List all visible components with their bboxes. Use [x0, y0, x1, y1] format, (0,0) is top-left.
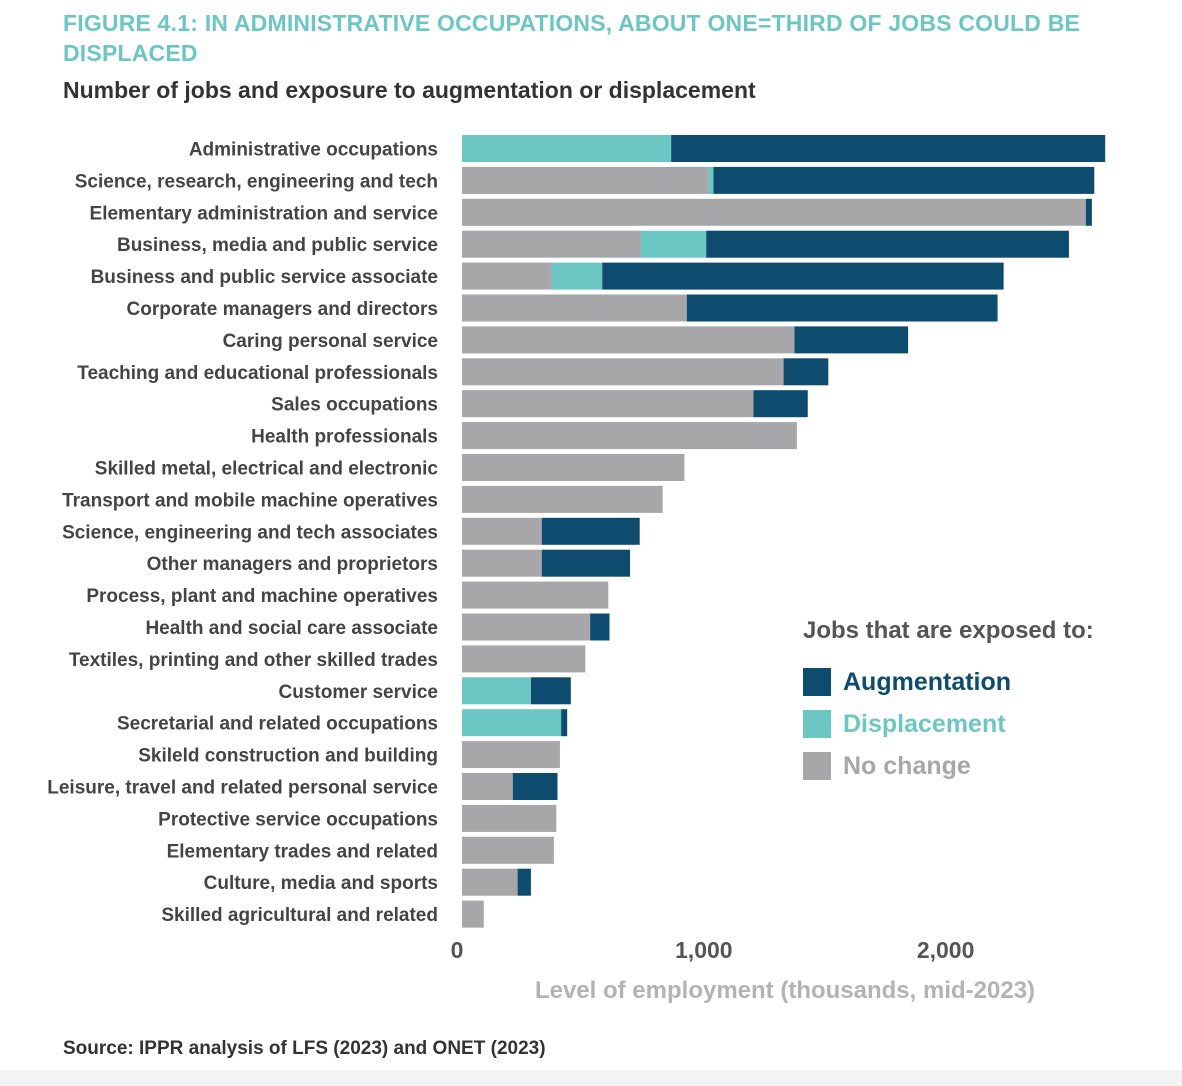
category-label: Sales occupations — [271, 395, 438, 416]
bar-segment-augmentation — [794, 326, 909, 354]
legend-item-augmentation: Augmentation — [803, 661, 1094, 703]
bar-segment-no-change — [462, 230, 641, 258]
bar-segment-no-change — [462, 454, 685, 481]
bar-segment-no-change — [462, 549, 542, 577]
bar-segment-no-change — [462, 358, 784, 386]
legend-item-no-change: No change — [803, 745, 1094, 787]
bar-segment-augmentation — [706, 230, 1069, 258]
category-label: Corporate managers and directors — [127, 299, 438, 320]
legend-label-displacement: Displacement — [843, 709, 1006, 738]
bar-segment-no-change — [462, 581, 609, 609]
bar-segment-augmentation — [590, 613, 610, 641]
category-label: Health professionals — [251, 427, 438, 448]
x-tick-label: 1,000 — [675, 937, 733, 963]
category-label: Health and social care associate — [145, 618, 438, 639]
bar-segment-no-change — [462, 390, 754, 418]
legend-label-augmentation: Augmentation — [843, 667, 1012, 696]
category-label: Caring personal service — [223, 331, 438, 352]
bar-segment-no-change — [462, 773, 513, 800]
legend: Jobs that are exposed to: Augmentation D… — [803, 617, 1094, 787]
bar-segment-no-change — [462, 645, 586, 673]
bar-segment-no-change — [462, 326, 795, 354]
category-label: Teaching and educational professionals — [77, 363, 438, 384]
category-label: Skileld construction and building — [138, 746, 438, 767]
bar-segment-displacement — [640, 230, 707, 258]
legend-swatch-augmentation — [803, 668, 831, 696]
category-label: Elementary trades and related — [167, 841, 438, 862]
x-tick-label: 2,000 — [917, 937, 975, 963]
bar-segment-augmentation — [713, 166, 1095, 194]
bar-segment-no-change — [462, 422, 797, 450]
category-label: Other managers and proprietors — [147, 554, 438, 575]
bar-segment-displacement — [462, 135, 672, 162]
bar-segment-no-change — [462, 485, 663, 513]
bar-segment-augmentation — [602, 262, 1004, 290]
bar-segment-displacement — [708, 166, 714, 194]
legend-label-no-change: No change — [843, 751, 971, 780]
bar-segment-no-change — [462, 198, 1086, 226]
category-labels: Administrative occupations Science, resea… — [47, 140, 438, 927]
category-label: Business and public service associate — [91, 267, 438, 288]
category-label: Leisure, travel and related personal ser… — [47, 778, 438, 799]
x-axis-ticks: 0 1,000 2,000 — [451, 937, 975, 963]
x-axis-title: Level of employment (thousands, mid-2023… — [535, 977, 1035, 1004]
category-label: Protective service occupations — [158, 809, 438, 830]
bar-segment-augmentation — [541, 549, 631, 577]
bar-segment-no-change — [462, 804, 557, 832]
bar-segment-augmentation — [671, 135, 1106, 162]
bar-segment-no-change — [462, 836, 554, 864]
category-label: Science, engineering and tech associates — [62, 522, 438, 543]
legend-title: Jobs that are exposed to: — [803, 617, 1094, 644]
category-label: Customer service — [279, 682, 438, 703]
figure-title: FIGURE 4.1: IN ADMINISTRATIVE OCCUPATION… — [63, 10, 1081, 66]
category-label: Textiles, printing and other skilled tra… — [69, 650, 438, 671]
figure-subtitle: Number of jobs and exposure to augmentat… — [63, 77, 756, 103]
bar-segment-no-change — [462, 868, 518, 896]
bar-segment-augmentation — [753, 390, 808, 418]
stacked-bar-chart: Administrative occupations Science, resea… — [47, 135, 1106, 1004]
bars-layer — [462, 135, 1106, 928]
bar-segment-augmentation — [1085, 198, 1092, 226]
legend-item-displacement: Displacement — [803, 703, 1094, 745]
bar-segment-augmentation — [561, 709, 568, 737]
bar-segment-augmentation — [517, 868, 531, 896]
bar-segment-no-change — [462, 741, 560, 769]
bar-segment-augmentation — [686, 294, 998, 322]
bar-segment-displacement — [551, 262, 603, 290]
category-label: Culture, media and sports — [204, 873, 438, 894]
bottom-strip — [0, 1070, 1182, 1086]
bar-segment-augmentation — [512, 773, 558, 800]
bar-segment-no-change — [462, 900, 484, 928]
category-label: Skilled agricultural and related — [161, 905, 438, 926]
legend-swatch-no-change — [803, 752, 831, 780]
bar-segment-no-change — [462, 517, 542, 545]
legend-swatch-displacement — [803, 710, 831, 738]
bar-segment-no-change — [462, 262, 552, 290]
category-label: Elementary administration and service — [90, 203, 438, 224]
category-label: Science, research, engineering and tech — [75, 171, 438, 192]
category-label: Secretarial and related occupations — [117, 714, 438, 735]
category-label: Transport and mobile machine operatives — [62, 490, 438, 511]
bar-segment-no-change — [462, 166, 709, 194]
x-tick-label: 0 — [451, 937, 464, 963]
bar-segment-augmentation — [541, 517, 640, 545]
bar-segment-displacement — [462, 677, 531, 705]
category-label: Administrative occupations — [189, 140, 438, 161]
category-label: Skilled metal, electrical and electronic — [95, 459, 439, 480]
bar-segment-augmentation — [530, 677, 571, 705]
bar-segment-no-change — [462, 613, 591, 641]
category-label: Business, media and public service — [117, 235, 438, 256]
source-note: Source: IPPR analysis of LFS (2023) and … — [63, 1038, 546, 1059]
bar-segment-augmentation — [783, 358, 829, 386]
bar-segment-no-change — [462, 294, 687, 322]
bar-segment-displacement — [462, 709, 562, 737]
category-label: Process, plant and machine operatives — [86, 586, 438, 607]
